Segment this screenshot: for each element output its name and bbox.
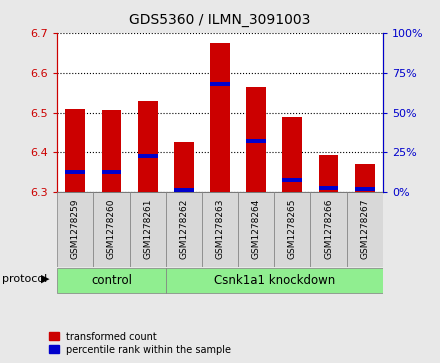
Bar (355, 187, 375, 191)
Text: GSM1278259: GSM1278259 (71, 198, 80, 259)
Bar (210, 44, 230, 192)
FancyBboxPatch shape (93, 192, 129, 267)
Bar (282, 178, 302, 182)
Text: Csnk1a1 knockdown: Csnk1a1 knockdown (214, 274, 335, 287)
Bar (246, 86, 266, 192)
FancyBboxPatch shape (129, 192, 166, 267)
FancyBboxPatch shape (166, 192, 202, 267)
Bar (102, 110, 121, 192)
Bar (355, 164, 375, 192)
Bar (138, 101, 158, 192)
Bar (282, 117, 302, 192)
Bar (174, 188, 194, 192)
FancyBboxPatch shape (238, 192, 274, 267)
Bar (319, 187, 338, 191)
Text: GSM1278265: GSM1278265 (288, 198, 297, 259)
FancyBboxPatch shape (57, 192, 93, 267)
FancyBboxPatch shape (202, 192, 238, 267)
Bar (319, 155, 338, 192)
Text: GSM1278264: GSM1278264 (252, 198, 260, 259)
Bar (102, 171, 121, 174)
FancyBboxPatch shape (274, 192, 311, 267)
Text: GSM1278260: GSM1278260 (107, 198, 116, 259)
FancyBboxPatch shape (311, 192, 347, 267)
Bar (174, 142, 194, 192)
Bar (246, 139, 266, 143)
Text: GSM1278261: GSM1278261 (143, 198, 152, 259)
Bar (66, 109, 85, 192)
Text: ▶: ▶ (41, 274, 49, 284)
Bar (138, 154, 158, 158)
Legend: transformed count, percentile rank within the sample: transformed count, percentile rank withi… (49, 331, 231, 355)
Text: control: control (91, 274, 132, 287)
Text: GSM1278267: GSM1278267 (360, 198, 369, 259)
Text: GDS5360 / ILMN_3091003: GDS5360 / ILMN_3091003 (129, 13, 311, 27)
FancyBboxPatch shape (57, 268, 166, 293)
Text: GSM1278266: GSM1278266 (324, 198, 333, 259)
FancyBboxPatch shape (347, 192, 383, 267)
Bar (66, 170, 85, 174)
Text: GSM1278263: GSM1278263 (216, 198, 224, 259)
Bar (210, 82, 230, 86)
Text: protocol: protocol (2, 274, 48, 284)
FancyBboxPatch shape (166, 268, 383, 293)
Text: GSM1278262: GSM1278262 (180, 198, 188, 259)
